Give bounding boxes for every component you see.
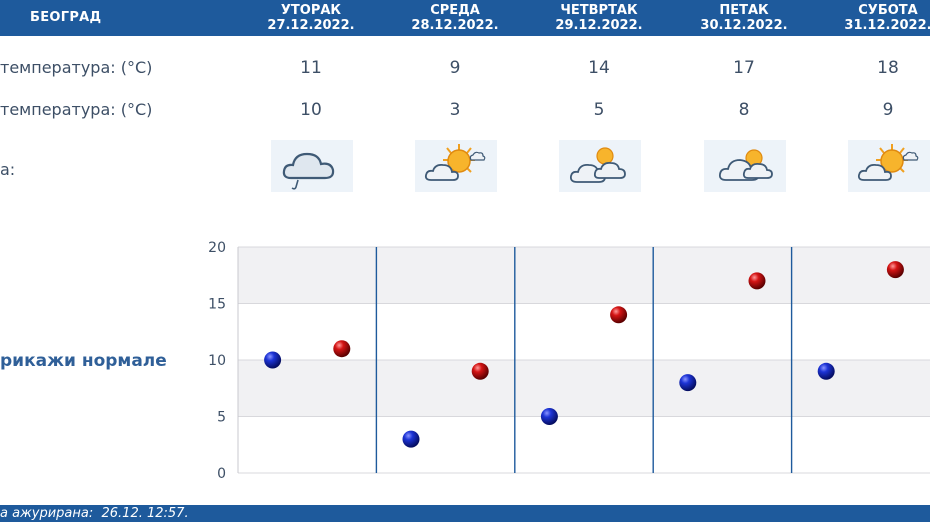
weather-icon-cell	[848, 140, 930, 192]
min-temp-point	[402, 430, 420, 448]
y-tick-label: 15	[208, 297, 226, 313]
max-temp-value: 9	[449, 58, 461, 78]
day-date: 29.12.2022.	[555, 18, 643, 33]
grid-band	[238, 360, 930, 417]
min-temp-point	[264, 351, 282, 369]
max-temp-point	[333, 340, 351, 358]
max-temp-value: 14	[588, 58, 610, 78]
day-name: ПЕТАК	[719, 3, 769, 18]
temperature-chart: 0 5 10 15 20	[208, 240, 930, 482]
day-name: СРЕДА	[430, 3, 480, 18]
max-temp-point	[886, 261, 904, 279]
min-temp-value: 8	[738, 100, 750, 120]
last-updated: а ажурирана: 26.12. 12:57.	[0, 506, 189, 521]
sun-cloud-icon	[857, 144, 919, 181]
footer-bar: а ажурирана: 26.12. 12:57.	[0, 505, 930, 522]
day-name: ЧЕТВРТАК	[560, 3, 638, 18]
day-header: ЧЕТВРТАК 29.12.2022.	[534, 3, 664, 33]
min-temp-value: 3	[449, 100, 461, 120]
min-temp-value: 10	[300, 100, 322, 120]
day-name: СУБОТА	[858, 3, 918, 18]
weather-label: а:	[0, 160, 16, 179]
show-normals-link[interactable]: рикажи нормале	[0, 351, 167, 371]
day-header: СУБОТА 31.12.2022.	[823, 3, 930, 33]
day-name: УТОРАК	[280, 3, 342, 18]
day-date: 30.12.2022.	[700, 18, 788, 33]
day-header: ПЕТАК 30.12.2022.	[679, 3, 809, 33]
grid-band	[238, 247, 930, 304]
min-temp-value: 5	[593, 100, 605, 120]
min-temp-label: температура: (°C)	[0, 100, 153, 119]
min-temp-point	[679, 374, 697, 392]
header-bar: БЕОГРАД УТОРАК 27.12.2022. СРЕДА 28.12.2…	[0, 0, 930, 36]
y-tick-label: 5	[217, 410, 226, 426]
max-temp-point	[748, 272, 766, 290]
day-date: 27.12.2022.	[267, 18, 355, 33]
y-tick-label: 0	[217, 466, 226, 482]
day-date: 28.12.2022.	[411, 18, 499, 33]
max-temp-value: 18	[877, 58, 899, 78]
weather-icon-cell	[704, 140, 786, 192]
sun-cloud-icon	[424, 144, 486, 181]
cloud-sun-icon	[569, 147, 626, 183]
max-temp-value: 11	[300, 58, 322, 78]
max-temp-point	[471, 362, 489, 380]
weather-icon-cell	[415, 140, 497, 192]
min-temp-point	[817, 362, 835, 380]
city-name: БЕОГРАД	[30, 10, 102, 25]
day-header: СРЕДА 28.12.2022.	[390, 3, 520, 33]
grid-band	[238, 416, 930, 473]
max-temp-label: температура: (°C)	[0, 58, 153, 77]
cloud-rain-icon	[282, 152, 335, 190]
y-tick-label: 10	[208, 353, 226, 369]
weather-icon-cell	[271, 140, 353, 192]
max-temp-value: 17	[733, 58, 755, 78]
y-tick-label: 20	[208, 240, 226, 256]
min-temp-point	[540, 408, 558, 425]
grid-band	[238, 303, 930, 360]
day-date: 31.12.2022.	[844, 18, 930, 33]
weather-icon-cell	[559, 140, 641, 192]
min-temp-value: 9	[882, 100, 894, 120]
max-temp-point	[610, 306, 628, 324]
day-header: УТОРАК 27.12.2022.	[246, 3, 376, 33]
cloud-sun-icon	[718, 149, 773, 181]
